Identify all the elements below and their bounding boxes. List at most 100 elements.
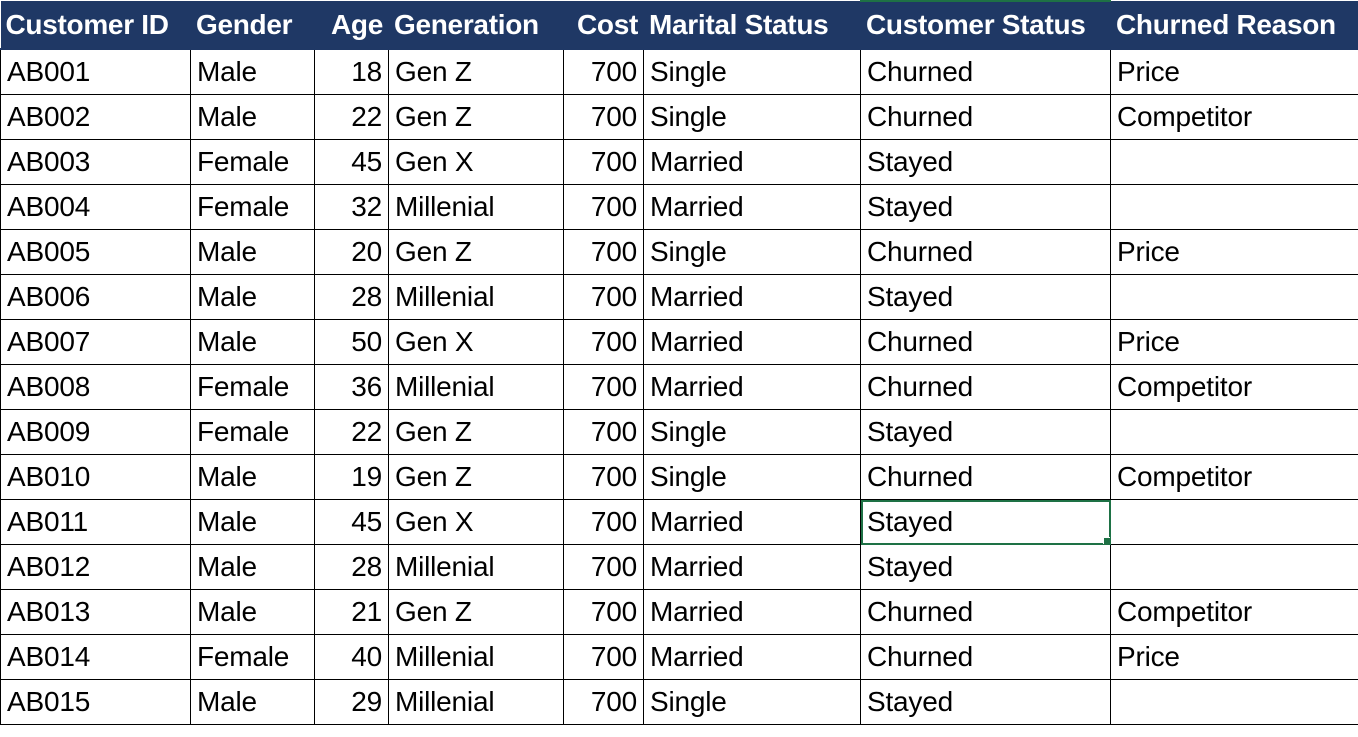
header-marital-status[interactable]: Marital Status [643, 1, 861, 50]
cell-churned-reason[interactable]: Competitor [1110, 589, 1358, 635]
cell-churned-reason[interactable] [1110, 184, 1358, 230]
cell-gender[interactable]: Male [190, 94, 315, 140]
cell-cost[interactable]: 700 [563, 319, 644, 365]
cell-customer-id[interactable]: AB005 [0, 229, 191, 275]
cell-cost[interactable]: 700 [563, 229, 644, 275]
cell-churned-reason[interactable] [1110, 139, 1358, 185]
cell-marital-status[interactable]: Single [643, 409, 861, 455]
cell-age[interactable]: 29 [314, 679, 389, 725]
cell-cost[interactable]: 700 [563, 139, 644, 185]
cell-customer-id[interactable]: AB014 [0, 634, 191, 680]
cell-generation[interactable]: Millenial [388, 679, 564, 725]
cell-customer-id[interactable]: AB002 [0, 94, 191, 140]
cell-marital-status[interactable]: Married [643, 634, 861, 680]
cell-customer-id[interactable]: AB011 [0, 499, 191, 545]
cell-customer-id[interactable]: AB013 [0, 589, 191, 635]
cell-cost[interactable]: 700 [563, 274, 644, 320]
cell-age[interactable]: 22 [314, 409, 389, 455]
cell-marital-status[interactable]: Married [643, 139, 861, 185]
cell-gender[interactable]: Female [190, 184, 315, 230]
cell-generation[interactable]: Gen Z [388, 229, 564, 275]
cell-churned-reason[interactable]: Competitor [1110, 94, 1358, 140]
cell-gender[interactable]: Male [190, 589, 315, 635]
cell-customer-status[interactable]: Stayed [860, 184, 1111, 230]
cell-churned-reason[interactable]: Price [1110, 319, 1358, 365]
cell-gender[interactable]: Male [190, 319, 315, 365]
cell-generation[interactable]: Millenial [388, 274, 564, 320]
cell-age[interactable]: 21 [314, 589, 389, 635]
cell-churned-reason[interactable] [1110, 544, 1358, 590]
cell-age[interactable]: 40 [314, 634, 389, 680]
cell-age[interactable]: 20 [314, 229, 389, 275]
cell-customer-id[interactable]: AB012 [0, 544, 191, 590]
cell-age[interactable]: 19 [314, 454, 389, 500]
cell-gender[interactable]: Male [190, 274, 315, 320]
cell-customer-status[interactable]: Churned [860, 319, 1111, 365]
cell-customer-id[interactable]: AB008 [0, 364, 191, 410]
cell-generation[interactable]: Gen Z [388, 454, 564, 500]
cell-customer-id[interactable]: AB007 [0, 319, 191, 365]
cell-customer-status[interactable]: Churned [860, 364, 1111, 410]
cell-gender[interactable]: Female [190, 409, 315, 455]
cell-customer-id[interactable]: AB009 [0, 409, 191, 455]
cell-age[interactable]: 36 [314, 364, 389, 410]
cell-gender[interactable]: Female [190, 139, 315, 185]
cell-age[interactable]: 28 [314, 274, 389, 320]
cell-marital-status[interactable]: Single [643, 229, 861, 275]
cell-marital-status[interactable]: Married [643, 589, 861, 635]
cell-generation[interactable]: Gen Z [388, 94, 564, 140]
header-generation[interactable]: Generation [388, 1, 564, 50]
cell-cost[interactable]: 700 [563, 364, 644, 410]
cell-customer-status[interactable]: Churned [860, 454, 1111, 500]
cell-churned-reason[interactable] [1110, 499, 1358, 545]
cell-customer-status[interactable]: Stayed [860, 139, 1111, 185]
cell-marital-status[interactable]: Married [643, 499, 861, 545]
cell-churned-reason[interactable]: Competitor [1110, 364, 1358, 410]
cell-marital-status[interactable]: Married [643, 364, 861, 410]
cell-customer-status[interactable]: Churned [860, 94, 1111, 140]
cell-customer-status[interactable]: Churned [860, 634, 1111, 680]
cell-customer-id[interactable]: AB004 [0, 184, 191, 230]
cell-marital-status[interactable]: Married [643, 544, 861, 590]
cell-generation[interactable]: Gen Z [388, 589, 564, 635]
header-age[interactable]: Age [314, 1, 389, 50]
cell-generation[interactable]: Millenial [388, 634, 564, 680]
cell-generation[interactable]: Gen Z [388, 409, 564, 455]
cell-customer-status[interactable]: Churned [860, 49, 1111, 95]
cell-customer-id[interactable]: AB015 [0, 679, 191, 725]
cell-cost[interactable]: 700 [563, 589, 644, 635]
cell-customer-status[interactable]: Churned [860, 229, 1111, 275]
cell-generation[interactable]: Millenial [388, 364, 564, 410]
cell-generation[interactable]: Gen X [388, 499, 564, 545]
cell-age[interactable]: 22 [314, 94, 389, 140]
cell-gender[interactable]: Male [190, 49, 315, 95]
cell-marital-status[interactable]: Married [643, 274, 861, 320]
cell-marital-status[interactable]: Single [643, 454, 861, 500]
cell-marital-status[interactable]: Married [643, 184, 861, 230]
cell-cost[interactable]: 700 [563, 184, 644, 230]
cell-churned-reason[interactable]: Competitor [1110, 454, 1358, 500]
cell-marital-status[interactable]: Married [643, 319, 861, 365]
cell-age[interactable]: 45 [314, 139, 389, 185]
cell-cost[interactable]: 700 [563, 49, 644, 95]
cell-generation[interactable]: Gen Z [388, 49, 564, 95]
cell-churned-reason[interactable]: Price [1110, 229, 1358, 275]
cell-customer-status[interactable]: Stayed [860, 274, 1111, 320]
cell-generation[interactable]: Millenial [388, 544, 564, 590]
cell-generation[interactable]: Millenial [388, 184, 564, 230]
fill-handle[interactable] [1103, 537, 1110, 544]
cell-gender[interactable]: Female [190, 364, 315, 410]
header-gender[interactable]: Gender [190, 1, 315, 50]
cell-churned-reason[interactable]: Price [1110, 634, 1358, 680]
cell-customer-status[interactable]: Churned [860, 589, 1111, 635]
cell-customer-status[interactable]: Stayed [860, 499, 1111, 545]
cell-age[interactable]: 45 [314, 499, 389, 545]
cell-cost[interactable]: 700 [563, 94, 644, 140]
header-churned-reason[interactable]: Churned Reason [1110, 1, 1358, 50]
cell-age[interactable]: 18 [314, 49, 389, 95]
cell-age[interactable]: 28 [314, 544, 389, 590]
cell-marital-status[interactable]: Single [643, 49, 861, 95]
cell-gender[interactable]: Male [190, 544, 315, 590]
cell-cost[interactable]: 700 [563, 499, 644, 545]
cell-generation[interactable]: Gen X [388, 319, 564, 365]
